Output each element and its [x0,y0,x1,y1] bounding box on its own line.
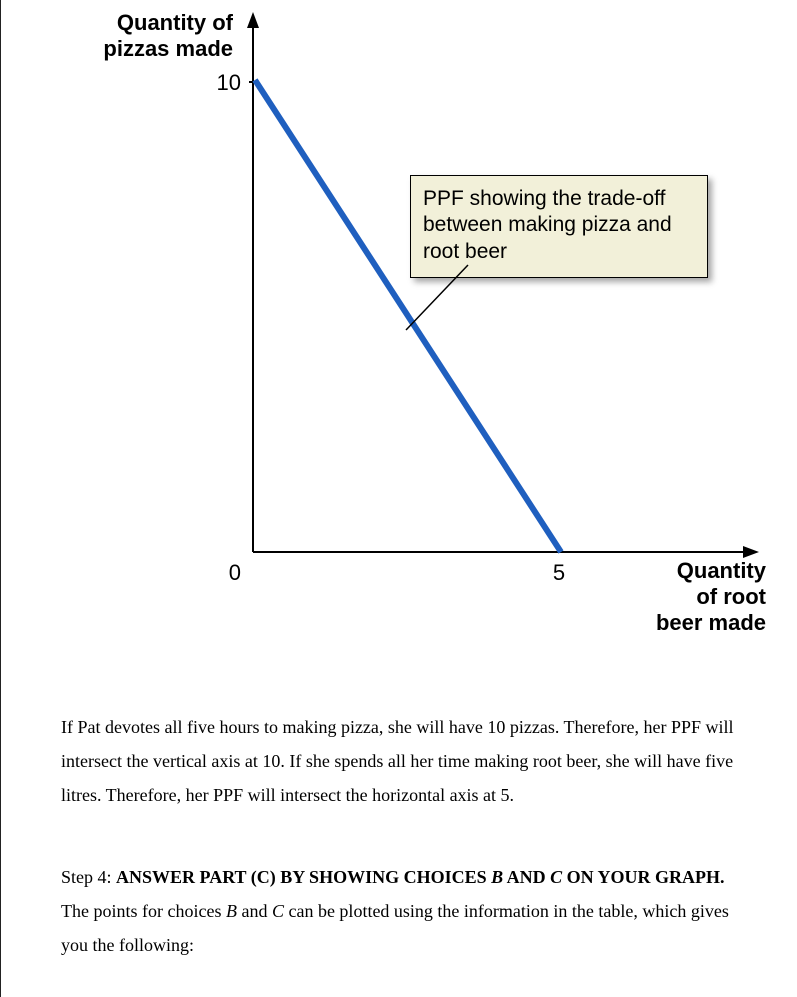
p2-ital-c: C [550,867,562,887]
p2-ital-b: B [491,867,503,887]
p2-rest-a: The points for choices [61,901,226,921]
paragraph-1-text: If Pat devotes all five hours to making … [61,717,734,805]
x-axis-arrowhead-icon [743,546,759,558]
chart-svg [1,0,797,680]
paragraph-1: If Pat devotes all five hours to making … [61,710,741,813]
p2-bold-c: ON YOUR GRAPH. [562,867,724,887]
ppf-line [255,80,561,552]
y-axis-arrowhead-icon [247,12,259,28]
callout-leader [406,265,468,330]
p2-rest-b: and [237,901,272,921]
paragraph-2: Step 4: ANSWER PART (C) BY SHOWING CHOIC… [61,860,741,963]
p2-bold-a: ANSWER PART (C) BY SHOWING CHOICES [116,867,491,887]
p2-lead: Step 4: [61,867,116,887]
page: Quantity of pizzas made 10 0 5 Quantity … [0,0,797,997]
ppf-chart: Quantity of pizzas made 10 0 5 Quantity … [1,0,797,680]
p2-ital-b2: B [226,901,237,921]
p2-bold-b: AND [503,867,550,887]
p2-ital-c2: C [272,901,284,921]
